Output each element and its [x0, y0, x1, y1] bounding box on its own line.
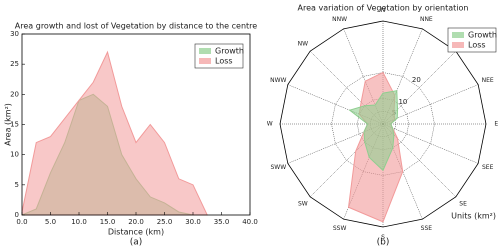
y-tick-label: 30: [10, 30, 19, 38]
legend-label: Growth: [468, 31, 497, 40]
x-tick-label: 40.0: [242, 218, 258, 226]
category-label: NEE: [482, 77, 494, 84]
x-tick-label: 20.0: [128, 218, 144, 226]
category-label: W: [267, 121, 273, 128]
r-tick-label: 20: [412, 76, 421, 84]
caption: (a): [130, 238, 143, 248]
category-label: NW: [298, 40, 308, 47]
radar-area: [348, 90, 399, 172]
y-axis-label: Area (km²): [4, 103, 13, 146]
caption: (b): [377, 238, 390, 248]
y-tick-label: 0: [15, 211, 19, 219]
y-tick-label: 5: [15, 181, 19, 189]
y-tick-label: 15: [10, 121, 19, 129]
units-note: Units (km²): [451, 212, 496, 221]
y-tick-label: 20: [10, 90, 19, 98]
category-label: SWW: [270, 164, 286, 171]
category-label: E: [494, 121, 498, 128]
x-tick-label: 25.0: [157, 218, 173, 226]
x-tick-label: 0.0: [16, 218, 27, 226]
legend-label: Growth: [215, 47, 244, 56]
category-label: N: [381, 7, 386, 14]
category-label: S: [381, 234, 385, 241]
legend-swatch: [199, 48, 211, 54]
category-label: SW: [298, 201, 308, 208]
legend-swatch: [452, 32, 464, 38]
y-tick-label: 10: [10, 151, 19, 159]
category-label: SSE: [421, 225, 433, 232]
legend-swatch: [452, 42, 464, 48]
category-label: NWW: [270, 77, 286, 84]
category-label: SEE: [482, 164, 494, 171]
x-tick-label: 5.0: [45, 218, 56, 226]
x-tick-label: 10.0: [71, 218, 87, 226]
r-tick-label: 10: [398, 98, 407, 106]
chart-title: Area variation of Vegetation by orientat…: [298, 4, 469, 13]
x-tick-label: 30.0: [185, 218, 201, 226]
category-label: SE: [459, 201, 467, 208]
legend-label: Loss: [215, 57, 233, 66]
x-tick-label: 15.0: [100, 218, 116, 226]
legend-label: Loss: [468, 41, 486, 50]
x-tick-label: 35.0: [214, 218, 230, 226]
category-label: SSW: [333, 225, 347, 232]
y-tick-label: 25: [10, 60, 19, 68]
category-label: NNW: [332, 16, 347, 23]
x-axis-label: Distance (km): [108, 228, 164, 237]
category-label: NNE: [420, 16, 433, 23]
area: [21, 50, 209, 216]
chart-title: Area growth and lost of Vegetation by di…: [15, 22, 258, 31]
legend-swatch: [199, 58, 211, 64]
